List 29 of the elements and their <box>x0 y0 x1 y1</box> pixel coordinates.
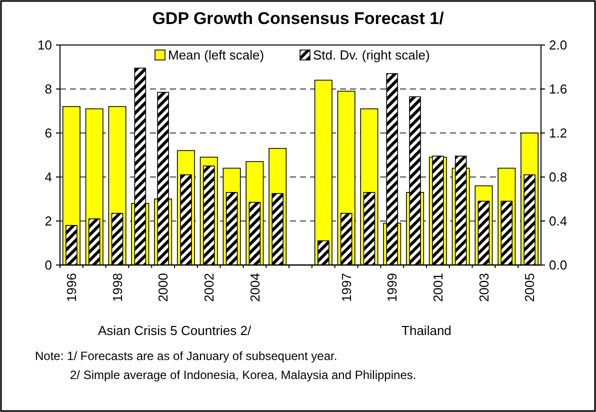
legend-label: Std. Dv. (right scale) <box>313 48 430 63</box>
x-tick-label: 2002 <box>201 273 216 302</box>
x-tick-label: 2003 <box>476 273 492 302</box>
y-tick-label: 10 <box>38 38 52 53</box>
y2-tick-label: 0.8 <box>549 170 568 185</box>
x-tick-label: 2000 <box>156 273 171 302</box>
x-tick-label: 2004 <box>247 273 262 302</box>
legend-label: Mean (left scale) <box>168 48 264 63</box>
x-tick-label: 1998 <box>110 273 125 302</box>
y2-tick-label: 0.4 <box>549 214 568 229</box>
y-tick-label: 2 <box>44 214 52 229</box>
x-tick-label: 1996 <box>64 273 79 302</box>
y2-tick-label: 1.6 <box>549 82 568 97</box>
text: Thailand <box>402 323 452 338</box>
y2-tick-label: 1.2 <box>549 126 568 141</box>
text: Asian Crisis 5 Countries 2/ <box>98 323 252 338</box>
y-tick-label: 0 <box>44 258 52 273</box>
text: Note: 1/ Forecasts are as of January of subsequent year. <box>35 349 338 363</box>
y-tick-label: 8 <box>44 82 52 97</box>
y-tick-label: 6 <box>44 126 52 141</box>
chart-title: GDP Growth Consensus Forecast 1/ <box>152 9 444 28</box>
y2-tick-label: 2.0 <box>549 38 568 53</box>
y-tick-label: 4 <box>44 170 52 185</box>
y2-tick-label: 0.0 <box>549 258 568 273</box>
x-tick-label: 2005 <box>522 273 538 302</box>
text: 2/ Simple average of Indonesia, Korea, Malaysia and Philippines. <box>70 368 416 382</box>
x-tick-label: 1997 <box>338 273 354 302</box>
x-tick-label: 2001 <box>430 273 446 302</box>
x-tick-label: 1999 <box>384 273 400 302</box>
